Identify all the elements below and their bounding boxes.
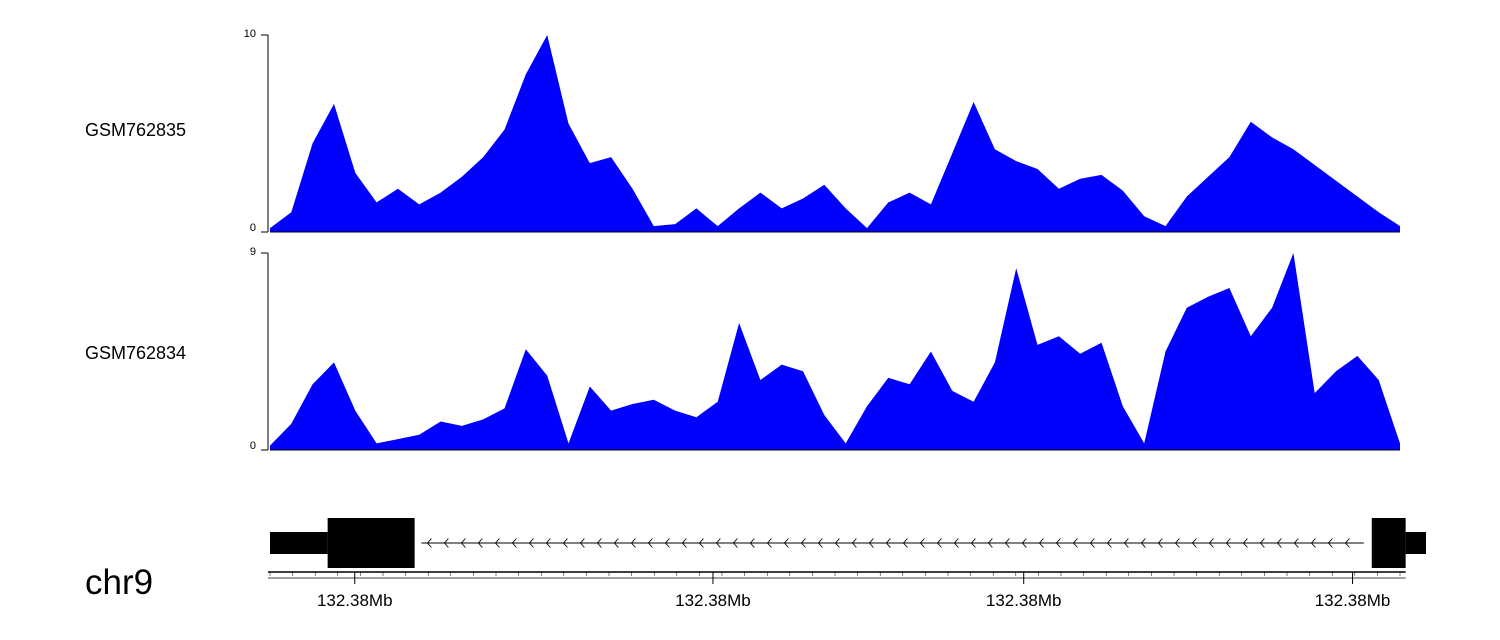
strand-arrow-icon — [681, 538, 687, 548]
strand-arrow-icon — [511, 538, 517, 548]
strand-arrow-icon — [562, 538, 568, 548]
strand-arrow-icon — [1276, 538, 1282, 548]
strand-arrow-icon — [749, 538, 755, 548]
gene-exon-utr — [1405, 532, 1426, 554]
strand-arrow-icon — [766, 538, 772, 548]
strand-arrow-icon — [970, 538, 976, 548]
strand-arrow-icon — [902, 538, 908, 548]
chromosome-label: chr9 — [85, 563, 154, 602]
strand-arrow-icon — [596, 538, 602, 548]
strand-arrow-icon — [630, 538, 636, 548]
strand-arrow-icon — [919, 538, 925, 548]
strand-arrow-icon — [579, 538, 585, 548]
gene-exon-utr — [270, 532, 328, 554]
axis-tick-label: 132.38Mb — [675, 591, 751, 610]
strand-arrow-icon — [494, 538, 500, 548]
strand-arrow-icon — [1327, 538, 1333, 548]
strand-arrow-icon — [1225, 538, 1231, 548]
strand-arrow-icon — [477, 538, 483, 548]
strand-arrow-icon — [1310, 538, 1316, 548]
strand-arrow-icon — [1072, 538, 1078, 548]
axis-tick-label: 132.38Mb — [316, 591, 393, 610]
track-label-gsm762835: GSM762835 — [85, 120, 187, 140]
strand-arrow-icon — [1191, 538, 1197, 548]
strand-arrow-icon — [698, 538, 704, 548]
track1-yaxis-min-label: 0 — [249, 222, 256, 234]
strand-arrow-icon — [783, 538, 789, 548]
strand-arrow-icon — [868, 538, 874, 548]
strand-arrow-icon — [1089, 538, 1095, 548]
strand-arrow-icon — [1208, 538, 1214, 548]
strand-arrow-icon — [460, 538, 466, 548]
strand-arrow-icon — [1106, 538, 1112, 548]
axis-tick-label: 132.38Mb — [985, 591, 1062, 610]
strand-arrow-icon — [885, 538, 891, 548]
strand-arrow-icon — [1140, 538, 1146, 548]
strand-arrow-icon — [1123, 538, 1129, 548]
strand-arrow-icon — [664, 538, 670, 548]
strand-arrow-icon — [834, 538, 840, 548]
strand-arrow-icon — [1055, 538, 1061, 548]
strand-arrow-icon — [715, 538, 721, 548]
gene-exon-cds — [327, 518, 415, 568]
strand-arrow-icon — [647, 538, 653, 548]
strand-arrow-icon — [936, 538, 942, 548]
track2-yaxis-min-label: 0 — [249, 440, 256, 452]
strand-arrow-icon — [1004, 538, 1010, 548]
strand-arrow-icon — [1021, 538, 1027, 548]
coverage-area-GSM762835 — [270, 35, 1400, 232]
coverage-area-GSM762834 — [270, 253, 1400, 450]
strand-arrow-icon — [987, 538, 993, 548]
strand-arrow-icon — [443, 538, 449, 548]
strand-arrow-icon — [800, 538, 806, 548]
strand-arrow-icon — [426, 538, 432, 548]
strand-arrow-icon — [851, 538, 857, 548]
track1-yaxis-max-label: 10 — [243, 28, 256, 40]
strand-arrow-icon — [817, 538, 823, 548]
strand-arrow-icon — [528, 538, 534, 548]
strand-arrow-icon — [1174, 538, 1180, 548]
axis-tick-label: 132.38Mb — [1314, 591, 1391, 610]
track-label-gsm762834: GSM762834 — [85, 343, 187, 363]
gene-exon-cds — [1371, 518, 1406, 568]
strand-arrow-icon — [1259, 538, 1265, 548]
strand-arrow-icon — [1293, 538, 1299, 548]
strand-arrow-icon — [1242, 538, 1248, 548]
strand-arrow-icon — [1038, 538, 1044, 548]
strand-arrow-icon — [545, 538, 551, 548]
strand-arrow-icon — [1157, 538, 1163, 548]
strand-arrow-icon — [732, 538, 738, 548]
strand-arrow-icon — [953, 538, 959, 548]
strand-arrow-icon — [613, 538, 619, 548]
strand-arrow-icon — [1344, 538, 1350, 548]
track2-yaxis-max-label: 9 — [249, 246, 256, 258]
